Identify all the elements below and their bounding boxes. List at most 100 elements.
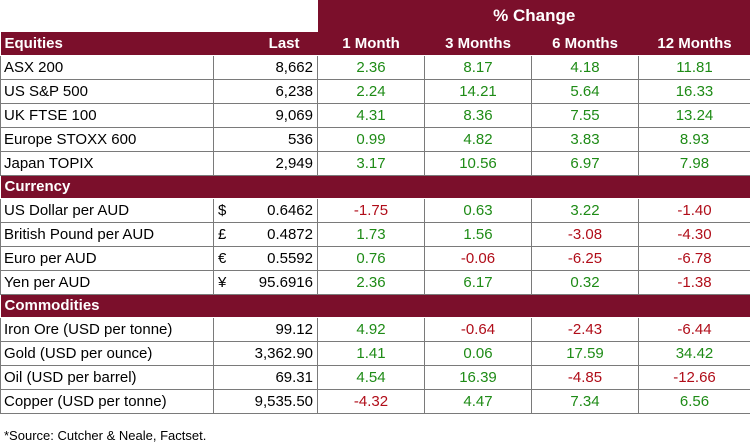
table-row: Oil (USD per barrel) 69.31 4.54 16.39 -4.85-… — [0, 365, 750, 390]
pct-change-value: -4.32 — [317, 389, 425, 414]
currency-symbol: € — [218, 249, 227, 267]
pct-change-value: -1.40 — [638, 198, 750, 223]
last-value: £0.4872 — [213, 222, 318, 247]
pct-change-value: 3.22 — [531, 198, 639, 223]
instrument-name: British Pound per AUD — [0, 222, 214, 247]
pct-change-value: 7.55 — [531, 103, 639, 128]
pct-change-value: 8.36 — [424, 103, 532, 128]
last-value: 9,535.50 — [213, 389, 318, 414]
currency-symbol: ¥ — [218, 273, 227, 291]
column-header-period: 12 Months — [638, 32, 750, 56]
pct-change-value: 4.54 — [317, 365, 425, 390]
currency-symbol: £ — [218, 225, 227, 243]
pct-change-value: 4.47 — [424, 389, 532, 414]
table-row: British Pound per AUD £0.4872 1.73 1.56 -3.0… — [0, 222, 750, 247]
pct-change-value: 4.31 — [317, 103, 425, 128]
instrument-name: Copper (USD per tonne) — [0, 389, 214, 414]
instrument-name: US Dollar per AUD — [0, 198, 214, 223]
pct-change-value: 1.73 — [317, 222, 425, 247]
column-header-period: 1 Month — [317, 32, 425, 56]
pct-change-value: 0.76 — [317, 246, 425, 271]
pct-change-value: -3.08 — [531, 222, 639, 247]
instrument-name: Yen per AUD — [0, 270, 214, 295]
pct-change-value: 2.36 — [317, 55, 425, 80]
pct-change-value: -4.85 — [531, 365, 639, 390]
pct-change-value: 14.21 — [424, 79, 532, 104]
instrument-name: Europe STOXX 600 — [0, 127, 214, 152]
pct-change-value: 6.17 — [424, 270, 532, 295]
pct-change-value: 16.39 — [424, 365, 532, 390]
pct-change-value: 0.32 — [531, 270, 639, 295]
pct-change-value: 3.17 — [317, 151, 425, 176]
table-row: Japan TOPIX 2,949 3.17 10.56 6.97 7.98 — [0, 151, 750, 176]
pct-change-value: 7.98 — [638, 151, 750, 176]
section-header-equities: Equities Last 1 Month 3 Months 6 Months 12 Mo… — [0, 32, 750, 56]
pct-change-value: 16.33 — [638, 79, 750, 104]
instrument-name: Gold (USD per ounce) — [0, 341, 214, 366]
table-row: Euro per AUD €0.5592 0.76 -0.06 -6.25 -6.78 — [0, 246, 750, 271]
column-header-period: 6 Months — [531, 32, 639, 56]
section-title: Commodities — [0, 294, 750, 318]
pct-change-value: 3.83 — [531, 127, 639, 152]
table-row: ASX 200 8,662 2.36 8.17 4.18 11.81 — [0, 55, 750, 80]
table-row: US S&P 500 6,238 2.24 14.21 5.64 16.33 — [0, 79, 750, 104]
pct-change-value: -1.38 — [638, 270, 750, 295]
section-title: Currency — [0, 175, 750, 199]
header-row: % Change — [0, 0, 750, 32]
last-value: 99.12 — [213, 317, 318, 342]
pct-change-value: 2.36 — [317, 270, 425, 295]
table-row: Copper (USD per tonne) 9,535.50 -4.32 4.47 7… — [0, 389, 750, 414]
section-title: Equities — [0, 32, 214, 56]
pct-change-value: 0.99 — [317, 127, 425, 152]
pct-change-value: 2.24 — [317, 79, 425, 104]
source-note: *Source: Cutcher & Neale, Factset. — [4, 428, 207, 443]
pct-change-value: -6.25 — [531, 246, 639, 271]
pct-change-value: -6.78 — [638, 246, 750, 271]
last-value-number: 0.4872 — [267, 225, 313, 243]
last-value: €0.5592 — [213, 246, 318, 271]
instrument-name: ASX 200 — [0, 55, 214, 80]
last-value: 3,362.90 — [213, 341, 318, 366]
last-value: ¥95.6916 — [213, 270, 318, 295]
pct-change-value: -1.75 — [317, 198, 425, 223]
pct-change-value: 8.93 — [638, 127, 750, 152]
last-value: 2,949 — [213, 151, 318, 176]
pct-change-value: 34.42 — [638, 341, 750, 366]
instrument-name: Euro per AUD — [0, 246, 214, 271]
pct-change-value: 0.63 — [424, 198, 532, 223]
pct-change-value: -0.64 — [424, 317, 532, 342]
last-value: 9,069 — [213, 103, 318, 128]
table-row: Iron Ore (USD per tonne) 99.12 4.92 -0.64 -2… — [0, 317, 750, 342]
pct-change-value: 5.64 — [531, 79, 639, 104]
section-header-commodities: Commodities — [0, 294, 750, 318]
pct-change-value: 4.92 — [317, 317, 425, 342]
pct-change-header: % Change — [317, 0, 750, 32]
column-header-period: 3 Months — [424, 32, 532, 56]
pct-change-value: 1.56 — [424, 222, 532, 247]
last-value: 69.31 — [213, 365, 318, 390]
pct-change-value: -0.06 — [424, 246, 532, 271]
last-value: 8,662 — [213, 55, 318, 80]
last-value-number: 0.6462 — [267, 201, 313, 219]
table-row: Gold (USD per ounce) 3,362.90 1.41 0.06 17.5… — [0, 341, 750, 366]
last-value: $0.6462 — [213, 198, 318, 223]
last-value: 536 — [213, 127, 318, 152]
pct-change-value: -4.30 — [638, 222, 750, 247]
table-row: US Dollar per AUD $0.6462 -1.75 0.63 3.22 -1.… — [0, 198, 750, 223]
table-row: Europe STOXX 600 536 0.99 4.82 3.83 8.93 — [0, 127, 750, 152]
pct-change-value: -2.43 — [531, 317, 639, 342]
pct-change-value: 10.56 — [424, 151, 532, 176]
section-header-currency: Currency — [0, 175, 750, 199]
instrument-name: US S&P 500 — [0, 79, 214, 104]
pct-change-value: 4.18 — [531, 55, 639, 80]
table-row: UK FTSE 100 9,069 4.31 8.36 7.55 13.24 — [0, 103, 750, 128]
instrument-name: Japan TOPIX — [0, 151, 214, 176]
market-performance-table: % Change Equities Last 1 Month 3 Months 6 Mo… — [0, 0, 750, 414]
pct-change-value: 13.24 — [638, 103, 750, 128]
pct-change-value: -6.44 — [638, 317, 750, 342]
instrument-name: Oil (USD per barrel) — [0, 365, 214, 390]
pct-change-value: 6.97 — [531, 151, 639, 176]
instrument-name: UK FTSE 100 — [0, 103, 214, 128]
pct-change-value: 6.56 — [638, 389, 750, 414]
pct-change-value: 0.06 — [424, 341, 532, 366]
